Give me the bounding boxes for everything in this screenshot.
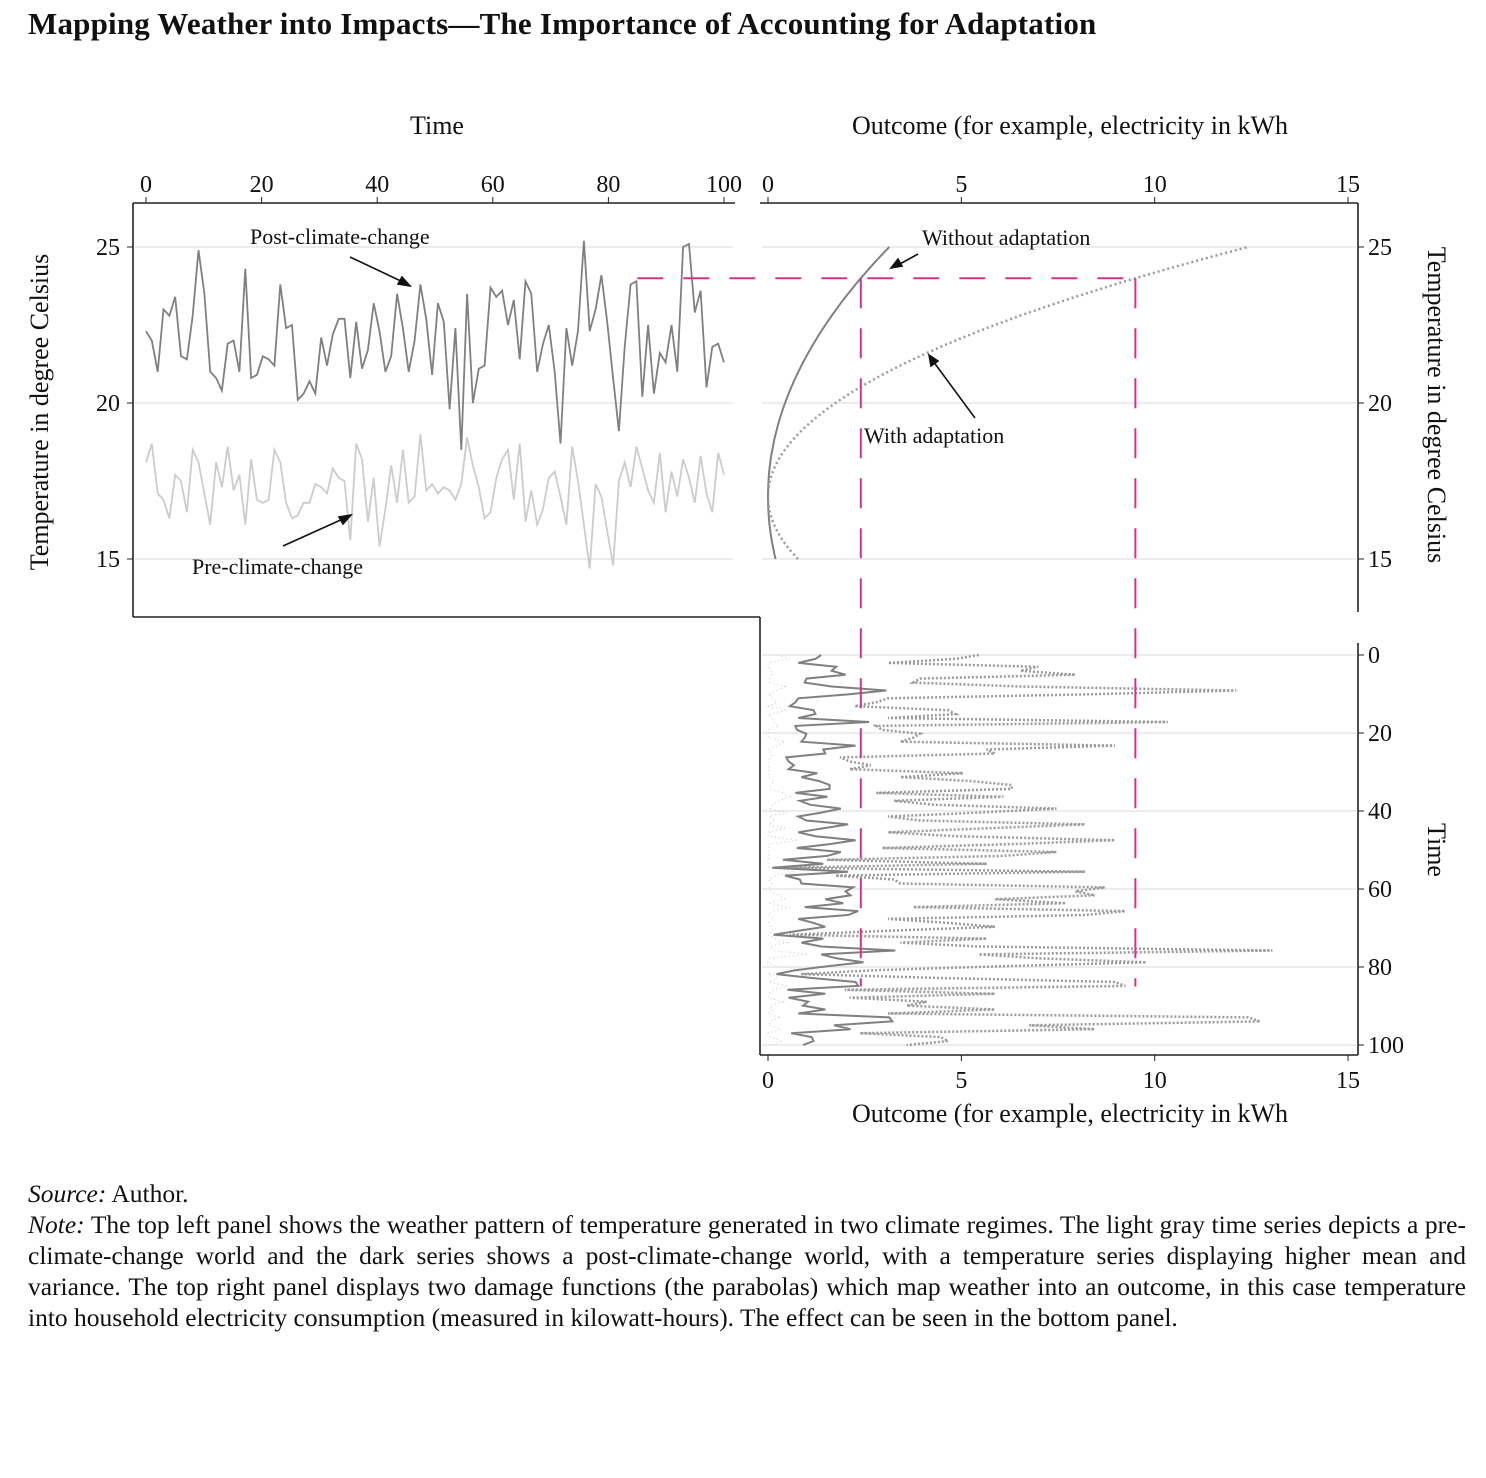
top-left-x-tick-label: 0 xyxy=(140,172,152,198)
top-left-x-tick-label: 60 xyxy=(481,172,505,198)
annotation-with: With adaptation xyxy=(864,423,1004,448)
bottom-ylabel: Time xyxy=(1422,823,1451,877)
annotation-pre: Pre-climate-change xyxy=(192,554,363,579)
arrow-post xyxy=(349,256,406,284)
source-text: Author. xyxy=(111,1179,189,1208)
bottom-y-tick-label: 100 xyxy=(1368,1033,1404,1059)
top-left-xlabel: Time xyxy=(410,111,464,140)
left-y-tick-label: 20 xyxy=(96,391,120,417)
top-right-x-tick-label: 5 xyxy=(955,172,967,198)
top-left-x-tick-label: 20 xyxy=(250,172,274,198)
arrowhead-post xyxy=(396,275,413,288)
arrowhead-with xyxy=(927,353,940,368)
figure-notes: Source: Author. Note: The top left panel… xyxy=(28,1178,1466,1333)
top-right-x-tick-label: 15 xyxy=(1336,172,1360,198)
top-right-xlabel: Outcome (for example, electricity in kWh xyxy=(852,111,1288,140)
left-ylabel: Temperature in degree Celsius xyxy=(25,254,54,571)
top-left-x-tick-label: 100 xyxy=(706,172,742,198)
right-y-tick-label: 25 xyxy=(1368,235,1392,261)
left-y-tick-label: 15 xyxy=(96,547,120,573)
note-label: Note: xyxy=(28,1210,85,1239)
damage-function-with-adaptation xyxy=(766,245,1249,560)
outcome-post-with-adaptation xyxy=(784,653,1273,1047)
left-y-tick-label: 25 xyxy=(96,235,120,261)
arrowhead-without xyxy=(889,257,904,270)
annotation-post: Post-climate-change xyxy=(250,224,430,249)
note-paragraph: Note: The top left panel shows the weath… xyxy=(28,1209,1466,1333)
source-line: Source: Author. xyxy=(28,1178,1466,1209)
arrow-with xyxy=(932,360,976,419)
outcome-pre-with-adaptation xyxy=(766,654,808,1046)
series-post-climate-change xyxy=(145,240,725,450)
top-right-x-tick-label: 10 xyxy=(1143,172,1167,198)
figure-title: Mapping Weather into Impacts—The Importa… xyxy=(28,6,1097,41)
bottom-y-tick-label: 40 xyxy=(1368,799,1392,825)
bottom-y-tick-label: 20 xyxy=(1368,721,1392,747)
bottom-xlabel: Outcome (for example, electricity in kWh xyxy=(852,1099,1288,1128)
bottom-y-tick-label: 60 xyxy=(1368,877,1392,903)
labels: Time Outcome (for example, electricity i… xyxy=(25,111,1451,1128)
top-left-x-tick-label: 40 xyxy=(365,172,389,198)
bottom-y-tick-label: 80 xyxy=(1368,955,1392,981)
bottom-x-tick-label: 15 xyxy=(1336,1068,1360,1094)
outcome-post-without-adaptation xyxy=(772,654,896,1046)
axes xyxy=(132,202,1359,1056)
note-text: The top left panel shows the weather pat… xyxy=(28,1210,1466,1332)
source-label: Source: xyxy=(28,1179,107,1208)
ticks: 0 20 40 60 80 100 15 20 25 0 5 10 15 15 20 25 0 5 10 15 0 20 4… xyxy=(96,172,1404,1094)
top-right-x-tick-label: 0 xyxy=(762,172,774,198)
bottom-y-tick-label: 0 xyxy=(1368,643,1380,669)
right-y-tick-label: 20 xyxy=(1368,391,1392,417)
bottom-x-tick-label: 10 xyxy=(1143,1068,1167,1094)
series-pre-climate-change xyxy=(145,434,725,569)
bottom-x-tick-label: 5 xyxy=(955,1068,967,1094)
arrowhead-pre xyxy=(337,513,354,526)
right-y-tick-label: 15 xyxy=(1368,547,1392,573)
chart-marks xyxy=(145,240,1273,1047)
right-ylabel: Temperature in degree Celsius xyxy=(1422,247,1451,564)
annotation-without: Without adaptation xyxy=(922,225,1090,250)
bottom-x-tick-label: 0 xyxy=(762,1068,774,1094)
arrow-pre xyxy=(282,517,346,547)
arrow-without xyxy=(897,253,919,266)
top-left-x-tick-label: 80 xyxy=(596,172,620,198)
